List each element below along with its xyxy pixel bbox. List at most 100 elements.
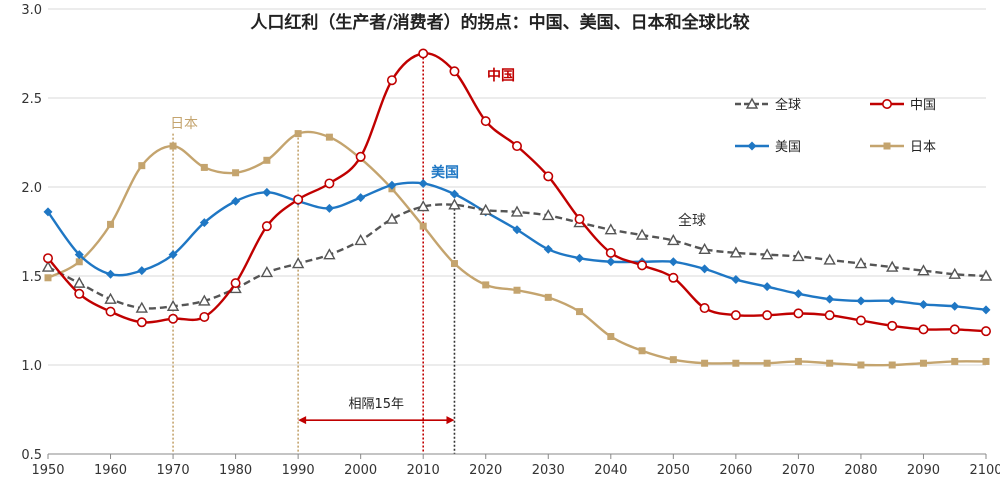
data-point (763, 359, 771, 367)
data-point (635, 228, 649, 240)
data-point (107, 220, 115, 228)
series-中国 (42, 48, 991, 337)
legend-marker (881, 99, 892, 110)
data-point (917, 264, 930, 276)
data-point (41, 260, 55, 272)
data-point (200, 163, 208, 171)
data-point (700, 264, 710, 274)
world-label: 全球 (678, 212, 706, 229)
data-point (857, 361, 865, 369)
data-point (479, 203, 492, 215)
data-point (169, 142, 177, 150)
data-point (951, 357, 959, 365)
data-point (854, 257, 868, 269)
series-line (47, 130, 987, 367)
data-point (324, 178, 335, 189)
data-point (543, 244, 553, 254)
data-point (418, 178, 428, 188)
x-tick-label: 1960 (94, 463, 127, 478)
data-point (607, 333, 615, 341)
data-point (979, 269, 993, 281)
series-全球 (41, 198, 993, 313)
data-point (448, 198, 461, 210)
chart-title: 人口红利（生产者/消费者）的拐点：中国、美国、日本和全球比较 (250, 12, 749, 33)
grid-lines (48, 8, 986, 366)
data-point (950, 301, 960, 311)
data-point (168, 250, 178, 260)
data-point (325, 133, 333, 141)
data-point (668, 257, 678, 267)
data-point (73, 276, 86, 288)
x-tick-label: 2100 (969, 463, 1000, 478)
legend-label: 日本 (910, 140, 936, 155)
data-point (135, 301, 148, 313)
data-point (510, 205, 524, 217)
x-tick-label: 2010 (407, 463, 440, 478)
data-point (729, 246, 743, 258)
data-point (574, 214, 585, 225)
data-point (261, 221, 272, 232)
data-point (511, 141, 522, 152)
data-point (605, 247, 616, 258)
data-point (166, 299, 180, 311)
x-tick-label: 2070 (782, 463, 815, 478)
data-point (449, 189, 459, 199)
data-point (294, 130, 302, 138)
y-tick-label: 3.0 (21, 3, 42, 18)
data-point (43, 207, 53, 217)
data-point (575, 253, 585, 263)
data-point (260, 265, 274, 278)
data-point (42, 253, 53, 264)
data-point (542, 209, 555, 221)
data-point (386, 75, 397, 86)
data-point (387, 180, 397, 190)
data-point (576, 308, 584, 316)
gap-arrow-head-right (446, 416, 455, 425)
data-point (669, 356, 677, 364)
data-point (856, 296, 866, 306)
data-point (512, 225, 522, 235)
gap-label: 相隔15年 (349, 397, 405, 412)
data-point (105, 306, 116, 317)
data-point (919, 359, 927, 367)
data-point (949, 324, 960, 335)
data-point (887, 320, 898, 331)
data-point (198, 294, 211, 306)
legend-marker (745, 97, 759, 109)
data-point (417, 200, 430, 212)
x-tick-label: 2080 (844, 463, 877, 478)
data-point (419, 222, 427, 230)
data-point (855, 315, 866, 326)
data-point (449, 66, 460, 77)
data-point (513, 286, 521, 294)
data-point (794, 357, 802, 365)
data-point (324, 203, 334, 213)
data-point (263, 156, 271, 164)
y-tick-label: 2.5 (21, 92, 42, 107)
data-point (293, 194, 304, 205)
data-point (982, 357, 990, 365)
data-point (355, 151, 366, 162)
legend-item: 全球 (735, 97, 801, 113)
data-point (887, 296, 897, 306)
data-point (699, 303, 710, 314)
legend-label: 全球 (775, 97, 801, 113)
data-point (732, 359, 740, 367)
y-tick-label: 2.0 (21, 181, 42, 196)
data-point (760, 248, 774, 260)
data-point (75, 258, 83, 266)
data-point (104, 292, 117, 304)
data-point (543, 171, 554, 182)
data-point (731, 275, 741, 285)
data-point (980, 326, 991, 337)
data-point (793, 289, 803, 299)
x-tick-label: 1950 (31, 463, 64, 478)
data-point (793, 308, 804, 319)
y-tick-label: 0.5 (21, 448, 42, 463)
x-tick-label: 2050 (657, 463, 690, 478)
data-point (74, 288, 85, 299)
data-point (637, 260, 648, 271)
gap-arrow-head-left (298, 416, 307, 425)
